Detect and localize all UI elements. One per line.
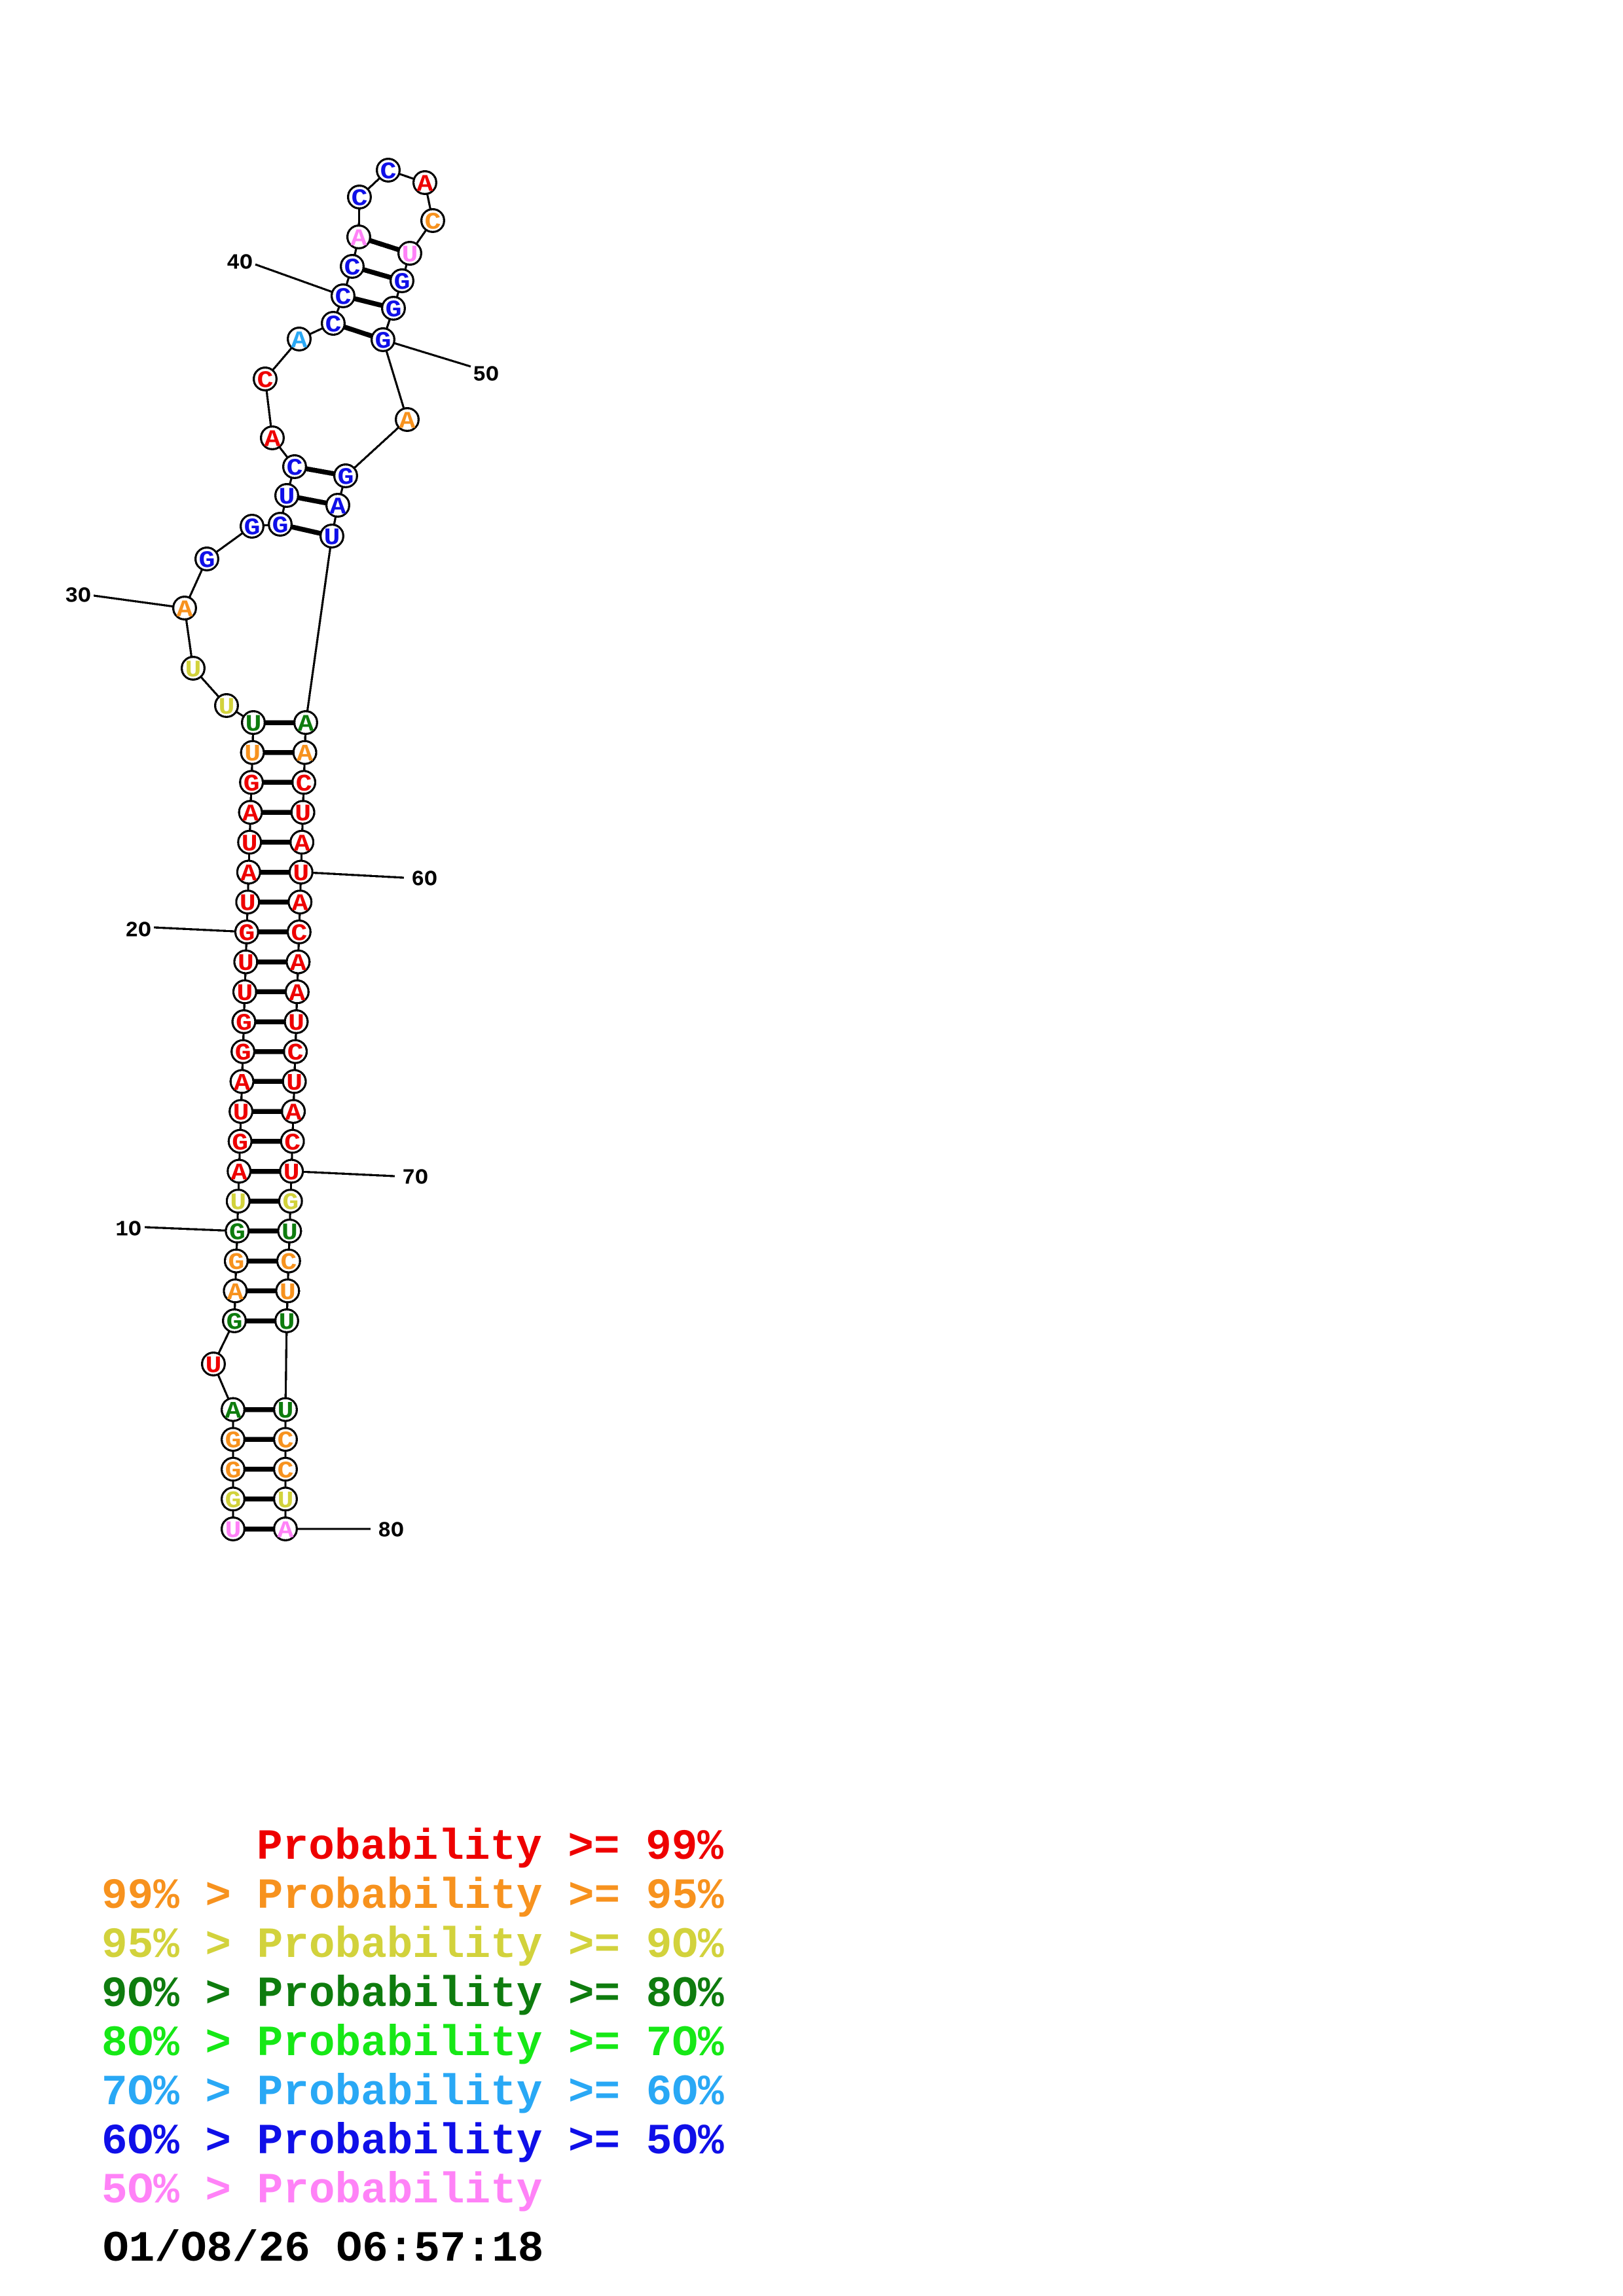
svg-text:G: G (236, 1011, 252, 1037)
svg-text:95% > Probability >= 9O%: 95% > Probability >= 9O% (101, 1921, 724, 1970)
svg-text:C: C (291, 920, 307, 947)
svg-text:C: C (335, 285, 352, 312)
svg-text:U: U (282, 1219, 298, 1246)
svg-text:G: G (225, 1428, 242, 1455)
svg-text:U: U (240, 891, 256, 918)
svg-text:U: U (238, 950, 254, 977)
svg-text:G: G (238, 920, 255, 947)
svg-text:O1/O8/26 O6:57:18: O1/O8/26 O6:57:18 (103, 2225, 543, 2274)
svg-text:U: U (236, 980, 253, 1007)
svg-text:A: A (242, 801, 259, 828)
svg-text:4O: 4O (227, 251, 253, 276)
svg-text:C: C (284, 1130, 301, 1157)
svg-text:U: U (244, 741, 261, 768)
svg-text:A: A (289, 980, 305, 1007)
svg-text:U: U (230, 1190, 246, 1217)
svg-text:U: U (279, 1310, 295, 1336)
svg-text:1O: 1O (115, 1218, 141, 1242)
svg-text:U: U (185, 657, 202, 684)
svg-text:5O: 5O (473, 363, 499, 387)
svg-text:8O% > Probability >= 7O%: 8O% > Probability >= 7O% (101, 2019, 724, 2068)
svg-text:A: A (227, 1280, 244, 1306)
svg-text:C: C (380, 159, 397, 186)
svg-text:G: G (199, 548, 215, 575)
svg-text:7O% > Probability >= 6O%: 7O% > Probability >= 6O% (101, 2068, 724, 2117)
svg-text:C: C (352, 186, 368, 213)
svg-text:C: C (280, 1249, 297, 1276)
svg-text:U: U (278, 1398, 294, 1425)
svg-text:U: U (283, 1160, 300, 1187)
svg-text:U: U (219, 694, 235, 721)
svg-text:U: U (225, 1518, 242, 1545)
svg-text:6O: 6O (411, 868, 437, 892)
svg-text:U: U (295, 801, 311, 828)
svg-text:G: G (235, 1040, 251, 1067)
svg-text:8O: 8O (378, 1519, 404, 1543)
svg-text:3O: 3O (65, 584, 91, 609)
svg-text:U: U (233, 1100, 249, 1127)
svg-text:G: G (394, 270, 410, 296)
svg-text:Probability >= 99%: Probability >= 99% (257, 1823, 723, 1872)
svg-text:A: A (278, 1518, 294, 1545)
svg-text:6O% > Probability >= 5O%: 6O% > Probability >= 5O% (101, 2117, 724, 2166)
svg-text:G: G (225, 1488, 242, 1515)
svg-text:G: G (272, 513, 289, 540)
svg-text:A: A (285, 1100, 302, 1127)
svg-text:G: G (225, 1458, 242, 1484)
svg-text:A: A (177, 597, 193, 624)
svg-text:5O% > Probability: 5O% > Probability (101, 2166, 542, 2215)
svg-text:C: C (278, 1428, 294, 1455)
svg-text:G: G (338, 465, 354, 492)
svg-text:C: C (287, 456, 303, 482)
svg-text:G: G (244, 515, 261, 542)
svg-text:U: U (293, 861, 309, 888)
svg-text:A: A (298, 711, 314, 738)
svg-text:A: A (291, 328, 308, 355)
svg-text:U: U (402, 242, 418, 269)
svg-text:G: G (244, 771, 260, 798)
svg-text:A: A (399, 408, 416, 435)
svg-text:A: A (294, 831, 310, 857)
svg-text:A: A (240, 861, 257, 888)
svg-text:U: U (278, 1488, 294, 1515)
svg-text:G: G (229, 1219, 246, 1246)
svg-text:U: U (280, 1280, 296, 1306)
svg-text:C: C (257, 368, 274, 395)
svg-text:U: U (242, 831, 258, 857)
svg-text:A: A (417, 171, 433, 198)
svg-text:G: G (282, 1190, 299, 1217)
svg-text:C: C (287, 1040, 304, 1067)
svg-text:A: A (297, 741, 313, 768)
svg-text:C: C (425, 209, 441, 236)
svg-text:U: U (246, 711, 262, 738)
svg-text:A: A (330, 494, 346, 521)
svg-text:A: A (351, 226, 367, 253)
svg-text:G: G (227, 1310, 243, 1336)
svg-text:9O% > Probability >= 8O%: 9O% > Probability >= 8O% (101, 1970, 724, 2019)
svg-text:C: C (278, 1458, 294, 1484)
svg-text:A: A (264, 427, 281, 454)
svg-text:A: A (231, 1160, 247, 1187)
svg-text:C: C (325, 312, 342, 339)
svg-text:2O: 2O (125, 919, 151, 943)
svg-text:C: C (344, 255, 361, 282)
svg-text:U: U (286, 1070, 302, 1097)
svg-text:A: A (234, 1070, 250, 1097)
svg-text:U: U (288, 1011, 304, 1037)
svg-text:G: G (232, 1130, 248, 1157)
svg-text:7O: 7O (402, 1166, 428, 1191)
svg-text:A: A (290, 950, 306, 977)
svg-text:U: U (206, 1353, 222, 1380)
svg-text:U: U (324, 525, 340, 552)
svg-text:C: C (296, 771, 312, 798)
svg-text:A: A (225, 1398, 242, 1425)
svg-text:A: A (292, 891, 308, 918)
svg-text:99% > Probability >= 95%: 99% > Probability >= 95% (101, 1872, 724, 1921)
svg-text:U: U (279, 484, 295, 511)
svg-text:G: G (375, 329, 392, 355)
svg-text:G: G (386, 297, 402, 324)
svg-text:G: G (228, 1249, 244, 1276)
